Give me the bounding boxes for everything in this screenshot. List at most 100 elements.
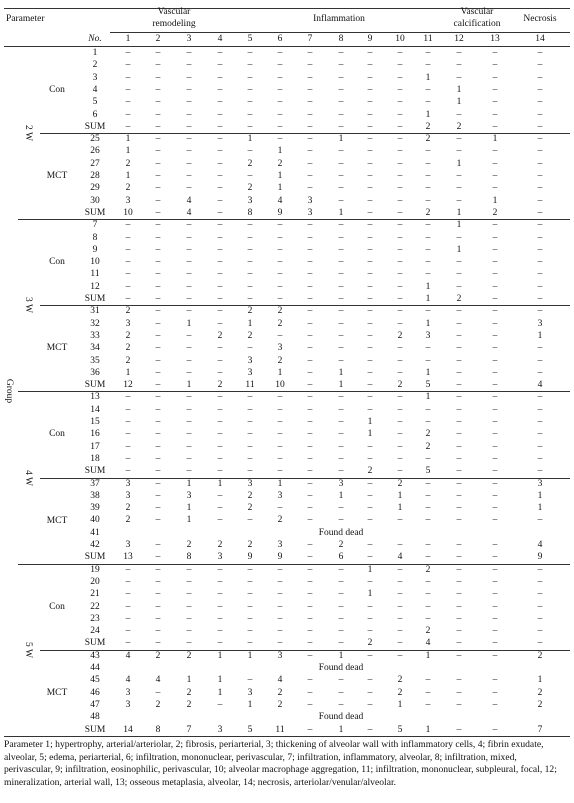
cell: – (537, 367, 543, 378)
cell: 11 (275, 724, 285, 735)
cell: – (367, 601, 373, 612)
cell: 3 (217, 724, 223, 735)
cell: – (367, 294, 373, 304)
cell: – (155, 281, 161, 292)
cell: – (125, 429, 131, 440)
cell: – (277, 441, 283, 452)
cell: – (247, 109, 253, 120)
cell: – (307, 441, 313, 452)
cell: – (367, 650, 373, 661)
cell: 1 (367, 429, 373, 440)
cell: – (155, 183, 161, 194)
cell: – (397, 72, 403, 83)
cell: 3 (307, 207, 313, 218)
row-no: 14 (90, 404, 100, 415)
cell: 1 (367, 564, 373, 575)
cell: – (125, 281, 131, 292)
cell: – (492, 540, 498, 550)
cell: – (186, 146, 192, 157)
cell: – (425, 687, 431, 698)
cell: – (338, 318, 344, 329)
cell: – (367, 84, 373, 95)
cell: – (155, 552, 161, 563)
cell: – (338, 146, 344, 157)
cell: 1 (425, 392, 431, 403)
cell: – (456, 269, 462, 280)
cell: – (307, 134, 313, 145)
cell: 5 (397, 724, 403, 735)
group-label: MCT (46, 171, 68, 182)
cell: – (338, 171, 344, 181)
cell: 2 (425, 121, 431, 132)
cell: 4 (277, 675, 283, 686)
cell: – (367, 171, 373, 181)
cell: – (247, 589, 253, 600)
cell: – (425, 540, 431, 550)
cell: – (307, 552, 313, 563)
cell: – (247, 171, 253, 181)
week-label: 2 W (23, 125, 33, 142)
cell: – (338, 244, 344, 255)
cell: 9 (277, 552, 283, 563)
cell: – (338, 72, 344, 83)
cell: – (367, 490, 373, 501)
cell: – (247, 441, 253, 452)
cell: – (125, 244, 131, 255)
cell: – (425, 343, 431, 354)
cell: – (492, 60, 498, 71)
cell: – (186, 232, 192, 243)
cell: 1 (217, 478, 223, 489)
column-group: Vascular remodeling (152, 7, 196, 29)
cell: – (338, 441, 344, 452)
row-no: 30 (90, 195, 100, 206)
cell: 12 (123, 380, 133, 391)
cell: – (186, 638, 192, 649)
cell: – (537, 441, 543, 452)
cell: – (247, 72, 253, 83)
cell: – (338, 257, 344, 268)
cell: – (456, 281, 462, 292)
cell: 2 (492, 207, 498, 218)
cell: – (456, 60, 462, 71)
cell: – (367, 109, 373, 120)
cell: 3 (125, 195, 131, 206)
cell: – (492, 392, 498, 403)
cell: 4 (425, 638, 431, 649)
cell: – (217, 306, 223, 317)
cell: – (425, 244, 431, 255)
cell: 2 (186, 699, 192, 710)
cell: – (397, 417, 403, 427)
cell: – (397, 183, 403, 194)
rule (4, 8, 570, 9)
cell: – (155, 515, 161, 526)
cell: – (397, 392, 403, 403)
rule (40, 649, 570, 651)
cell: – (125, 121, 131, 132)
cell: – (397, 306, 403, 317)
row-no: 47 (90, 699, 100, 710)
cell: – (425, 60, 431, 71)
cell: – (155, 687, 161, 698)
cell: 2 (397, 330, 403, 341)
cell: 7 (537, 724, 543, 735)
cell: – (397, 429, 403, 440)
cell: – (425, 552, 431, 563)
cell: – (307, 330, 313, 341)
cell: – (492, 675, 498, 686)
cell: 3 (125, 540, 131, 550)
cell: – (425, 503, 431, 514)
cell: – (397, 564, 403, 575)
row-no: SUM (84, 466, 106, 477)
cell: – (155, 232, 161, 243)
row-no: 4 (92, 84, 98, 95)
cell: – (307, 318, 313, 329)
cell: – (125, 601, 131, 612)
cell: – (307, 675, 313, 686)
cell: – (492, 183, 498, 194)
cell: – (307, 294, 313, 304)
cell: – (186, 564, 192, 575)
column-group: Vascular calcification (453, 7, 501, 29)
cell: 2 (247, 490, 253, 501)
column-number: 10 (395, 34, 405, 44)
cell: – (217, 626, 223, 637)
